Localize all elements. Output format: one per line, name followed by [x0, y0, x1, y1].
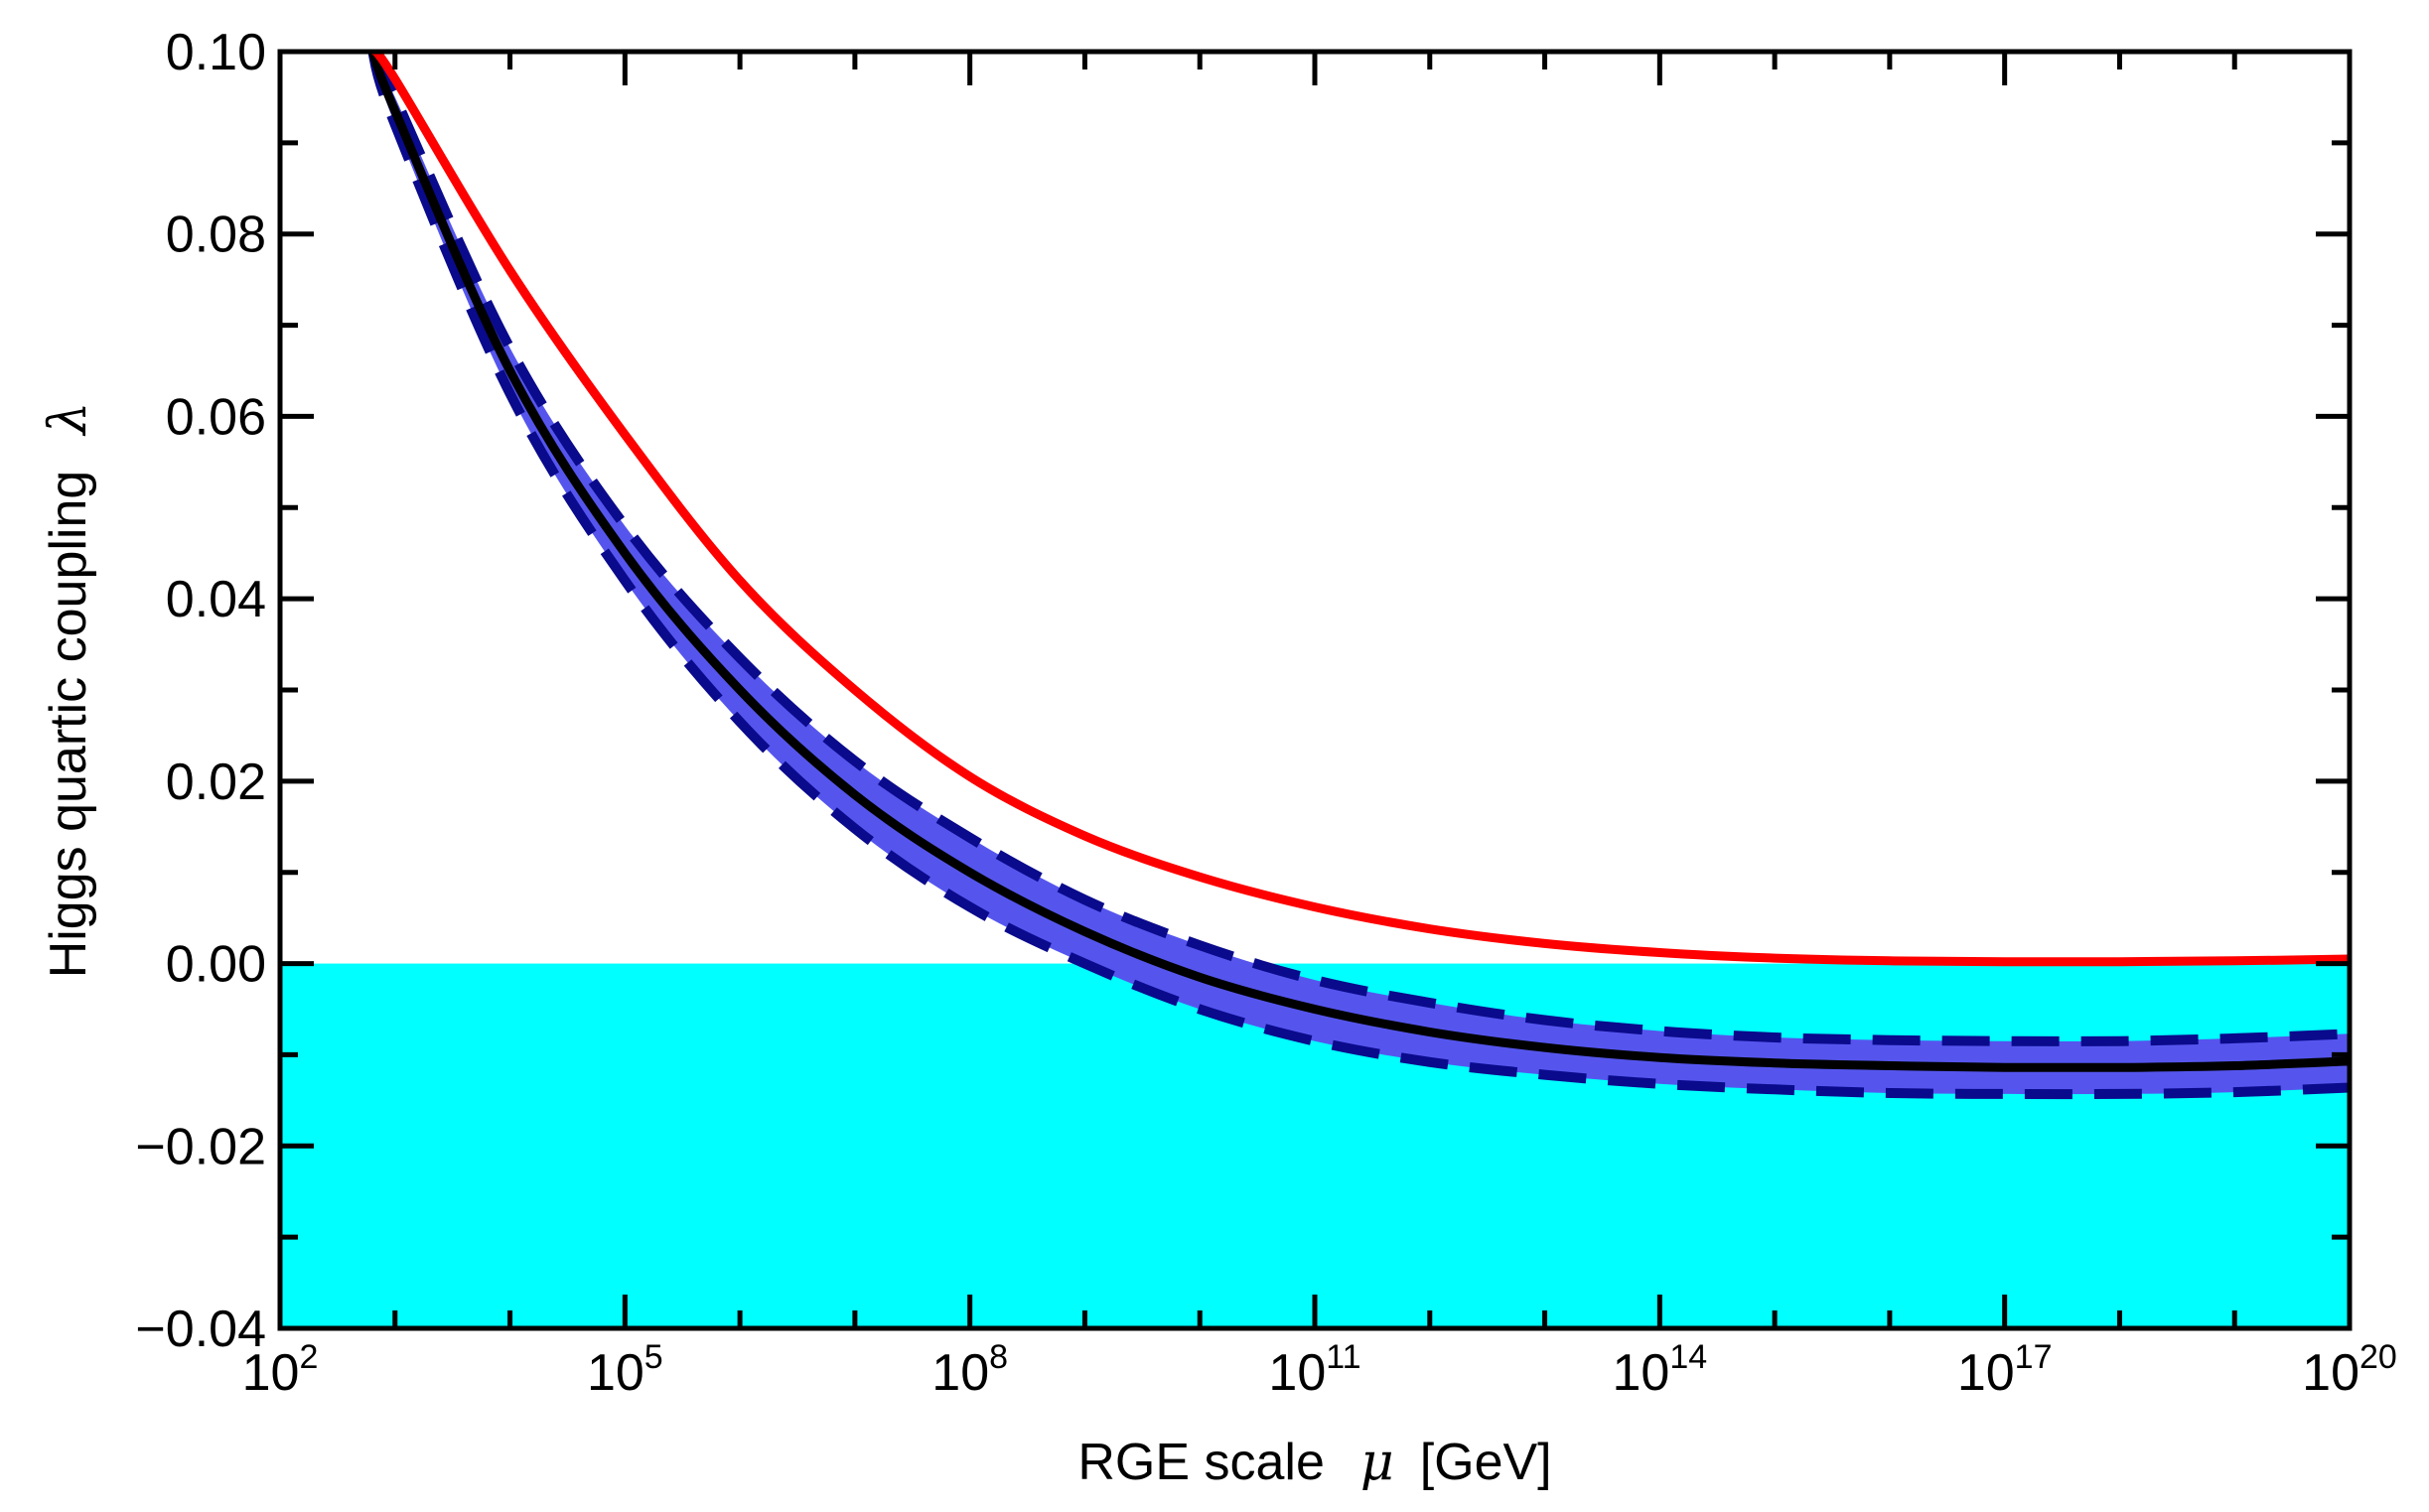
- x-tick-label: 1020: [2302, 1338, 2397, 1402]
- y-tick-label: −0.02: [135, 1118, 266, 1175]
- x-axis-symbol: μ: [1360, 1433, 1394, 1492]
- y-tick-label: 0.04: [166, 571, 266, 628]
- y-tick-label: −0.04: [135, 1301, 266, 1358]
- series-line-upper: [367, 52, 2350, 1046]
- y-axis-label: Higgs quartic couplingλ: [39, 402, 98, 979]
- x-axis-unit: [GeV]: [1420, 1434, 1552, 1491]
- x-tick-label: 108: [931, 1338, 1008, 1402]
- x-tick-label: 1017: [1957, 1338, 2053, 1402]
- series-line-lower: [367, 52, 2350, 1100]
- y-tick-label: 0.08: [166, 206, 266, 264]
- y-tick-label: 0.10: [166, 24, 266, 81]
- uncertainty-band: [372, 52, 2350, 1095]
- y-tick-label: 0.06: [166, 388, 266, 446]
- series-line-central: [367, 52, 2350, 1073]
- y-tick-label: 0.00: [166, 936, 266, 994]
- x-axis-label: RGE scale μ [GeV]: [1077, 1433, 1551, 1492]
- y-axis-symbol: λ: [39, 402, 98, 437]
- x-tick-label: 1014: [1612, 1338, 1707, 1402]
- x-tick-label: 105: [587, 1338, 663, 1402]
- x-tick-label: 1011: [1268, 1338, 1360, 1402]
- plot-frame: [277, 49, 2353, 1331]
- series-line-red: [368, 52, 2350, 967]
- x-tick-label: 102: [242, 1338, 319, 1402]
- y-tick-label: 0.02: [166, 754, 266, 811]
